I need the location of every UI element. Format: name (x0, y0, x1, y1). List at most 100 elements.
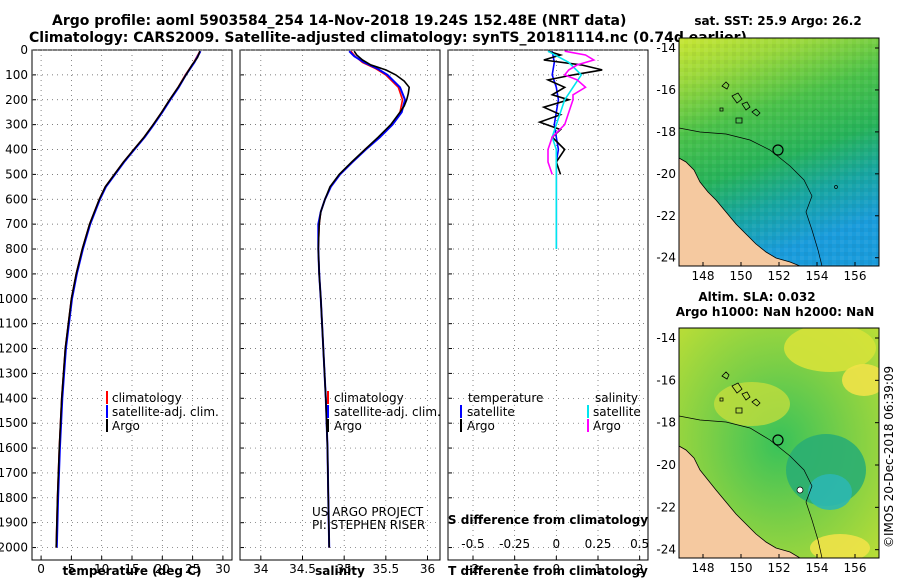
sla-argo-float-marker (772, 434, 784, 446)
x-tick-label: 34.5 (289, 562, 316, 576)
depth-tick-label: 1900 (0, 516, 28, 530)
series-difference-1 (537, 50, 603, 175)
legend-satellite-label: satellite-adj. clim. (334, 405, 441, 419)
salinity-legend: climatology satellite-adj. clim. Argo US… (312, 391, 441, 532)
depth-tick-label: 0 (20, 43, 28, 57)
x-tick-label: 36 (420, 562, 435, 576)
legend-satellite-label: satellite-adj. clim. (112, 405, 219, 419)
depth-tick-label: 100 (5, 68, 28, 82)
x-axis-ticks: 0 5 10 15 20 25 30 34 34.5 35 35.5 36 -2 -1 0 1 2 -0.5 -0.… (37, 537, 649, 576)
lon-tick-label: 152 (768, 561, 791, 575)
s-tick-label: -0.25 (499, 537, 530, 551)
lat-tick-label: -14 (656, 331, 676, 345)
lat-tick-label: -16 (656, 373, 676, 387)
lat-tick-label: -22 (656, 500, 676, 514)
x-tick-label: 0 (37, 562, 45, 576)
lon-tick-label: 156 (844, 269, 867, 283)
series-difference-3 (547, 50, 596, 175)
series-salinity-2 (317, 50, 411, 548)
depth-tick-label: 1600 (0, 441, 28, 455)
sst-argo-float-marker (772, 144, 784, 156)
x-tick-label: 1 (594, 562, 602, 576)
sla-map-title1: Altim. SLA: 0.032 (698, 290, 815, 304)
lon-tick-label: 150 (730, 269, 753, 283)
depth-tick-label: 1500 (0, 416, 28, 430)
series-temperature-1 (55, 50, 202, 548)
depth-tick-label: 200 (5, 93, 28, 107)
legend-argo-label: Argo (334, 419, 362, 433)
legend-climatology-label: climatology (112, 391, 182, 405)
temperature-xlabel: temperature (deg C) (63, 564, 202, 578)
difference-xlabel: T difference from climatology (448, 564, 648, 578)
difference-legend: temperature satellite Argo salinity sate… (460, 391, 641, 433)
series-difference-2 (547, 50, 583, 249)
x-tick-label: 25 (185, 562, 200, 576)
s-difference-label: S difference from climatology (448, 513, 648, 527)
difference-panel-frame (447, 49, 649, 561)
lat-tick-label: -18 (656, 416, 676, 430)
lon-tick-label: 150 (730, 561, 753, 575)
credit-pi: PI: STEPHEN RISER (312, 518, 425, 532)
depth-tick-label: 900 (5, 267, 28, 281)
depth-tick-label: 2000 (0, 541, 28, 555)
map-axis-ticks: -14 -16 -18 -20 -22 -24 148 150 152 154 156 -14 -16 -… (656, 41, 879, 575)
x-tick-label: 34 (253, 562, 268, 576)
legend-t-argo-label: Argo (467, 419, 495, 433)
lon-tick-label: 154 (806, 269, 829, 283)
depth-tick-label: 1400 (0, 391, 28, 405)
sst-map (679, 38, 879, 266)
x-tick-label: 5 (68, 562, 76, 576)
x-tick-label: 35.5 (372, 562, 399, 576)
salinity-xlabel: salinity (315, 564, 365, 578)
sla-anomaly-high2 (714, 382, 790, 426)
x-tick-label: 0 (553, 562, 561, 576)
legend-climatology-label: climatology (334, 391, 404, 405)
sst-map-title: sat. SST: 25.9 Argo: 26.2 (694, 14, 861, 28)
x-tick-label: 35 (337, 562, 352, 576)
sst-shelf-edge (679, 127, 823, 266)
depth-axis: 0 100 200 300 400 500 600 700 800 900 1000 1100 1200… (0, 43, 452, 555)
lon-tick-label: 156 (844, 561, 867, 575)
profile-lines (55, 50, 603, 548)
s-tick-label: -0.5 (461, 537, 484, 551)
sla-anomaly-low2 (808, 474, 852, 510)
lat-tick-label: -24 (656, 251, 676, 265)
depth-tick-label: 1800 (0, 491, 28, 505)
title-line1: Argo profile: aoml 5903584_254 14-Nov-20… (52, 13, 626, 29)
depth-tick-label: 600 (5, 192, 28, 206)
salinity-panel-frame (239, 49, 441, 561)
s-tick-label: 0.25 (585, 537, 612, 551)
panel-gridlines (32, 49, 648, 560)
sla-anomaly-high3 (842, 364, 879, 396)
series-salinity-1 (317, 50, 407, 548)
depth-tick-label: 1200 (0, 342, 28, 356)
lat-tick-label: -24 (656, 543, 676, 557)
legend-salinity-heading: salinity (595, 391, 638, 405)
sla-map (679, 328, 879, 558)
legend-s-satellite-label: satellite (593, 405, 641, 419)
s-tick-label: 0 (553, 537, 561, 551)
depth-tick-label: 300 (5, 118, 28, 132)
depth-tick-label: 1000 (0, 292, 28, 306)
x-tick-label: -1 (509, 562, 521, 576)
depth-tick-label: 1700 (0, 466, 28, 480)
x-tick-label: 10 (94, 562, 109, 576)
sla-map-title2: Argo h1000: NaN h2000: NaN (676, 305, 875, 319)
depth-tick-label: 500 (5, 167, 28, 181)
series-temperature-2 (55, 50, 201, 548)
lat-tick-label: -22 (656, 209, 676, 223)
sla-anomaly-high4 (810, 534, 870, 558)
lat-tick-label: -20 (656, 458, 676, 472)
lat-tick-label: -20 (656, 167, 676, 181)
depth-tick-label: 700 (5, 217, 28, 231)
lat-tick-label: -18 (656, 125, 676, 139)
sst-small-island (834, 185, 838, 189)
sst-reef-islands (719, 81, 761, 124)
depth-tick-label: 1100 (0, 317, 28, 331)
sla-small-island (796, 486, 804, 494)
sst-land (679, 157, 801, 266)
x-tick-label: 20 (155, 562, 170, 576)
x-tick-label: 2 (636, 562, 644, 576)
